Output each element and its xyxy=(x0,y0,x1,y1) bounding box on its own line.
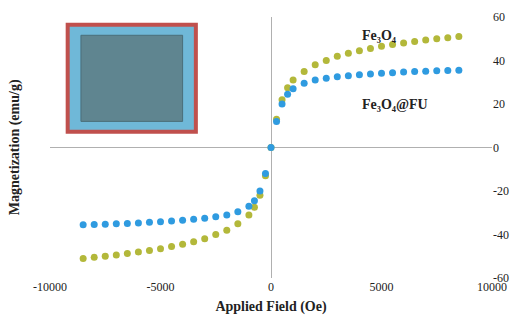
svg-text:5000: 5000 xyxy=(370,280,394,294)
svg-text:Fe₃O₄: Fe₃O₄ xyxy=(362,28,397,43)
svg-text:Applied Field (Oe): Applied Field (Oe) xyxy=(215,299,327,315)
svg-text:-10000: -10000 xyxy=(33,280,67,294)
svg-text:-5000: -5000 xyxy=(147,280,175,294)
svg-text:-40: -40 xyxy=(493,228,509,242)
svg-text:0: 0 xyxy=(493,141,499,155)
svg-text:-60: -60 xyxy=(493,271,509,285)
svg-text:Magnetization (emu/g): Magnetization (emu/g) xyxy=(7,79,23,215)
svg-text:60: 60 xyxy=(493,10,505,24)
svg-text:Fe₃O₄@FU: Fe₃O₄@FU xyxy=(362,97,428,112)
svg-text:10000: 10000 xyxy=(477,280,507,294)
svg-text:0: 0 xyxy=(268,280,274,294)
svg-text:20: 20 xyxy=(493,97,505,111)
svg-text:-20: -20 xyxy=(493,184,509,198)
svg-text:40: 40 xyxy=(493,54,505,68)
